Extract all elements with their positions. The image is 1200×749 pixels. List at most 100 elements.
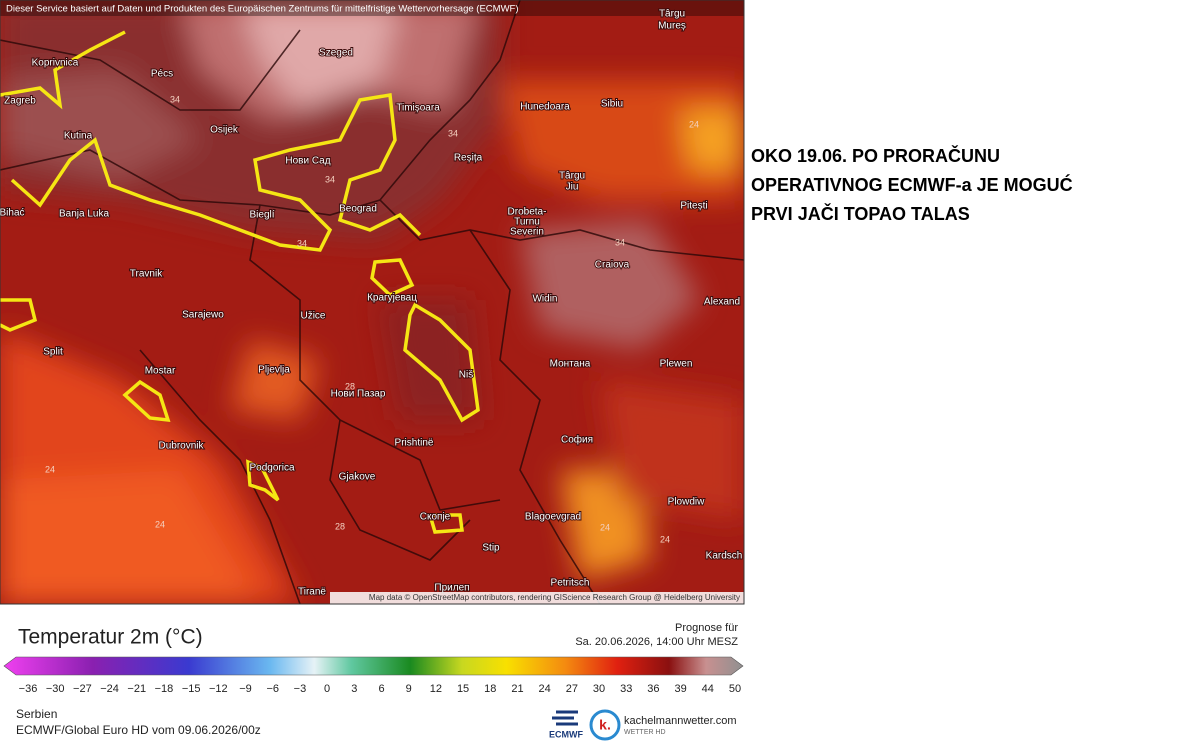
color-bar <box>3 656 744 676</box>
color-bar-tick: 15 <box>457 683 469 695</box>
contour-label: 24 <box>600 522 610 532</box>
city-label: Монтана <box>550 359 591 370</box>
city-label: Jiu <box>566 182 579 193</box>
city-label: Hunedoara <box>520 102 570 113</box>
city-label: Widin <box>532 294 557 305</box>
source-note: Dieser Service basiert auf Daten und Pro… <box>6 4 519 15</box>
color-bar-tick: 9 <box>406 683 412 695</box>
city-label: Нови Пазар <box>331 389 386 400</box>
map: Dieser Service basiert auf Daten und Pro… <box>0 0 744 604</box>
color-bar-tick: 27 <box>566 683 578 695</box>
color-bar-tick: −30 <box>46 683 65 695</box>
city-label: Timișoara <box>396 103 440 114</box>
city-label: Dubrovnik <box>158 441 204 452</box>
city-label: Скопје <box>420 512 451 523</box>
forecast-label: Prognose für <box>675 622 738 634</box>
site-logo <box>589 709 621 741</box>
contour-label: 24 <box>689 119 699 129</box>
site-sub: WETTER HD <box>624 729 666 736</box>
annotation: OKO 19.06. PO PRORAČUNU OPERATIVNOG ECMWF… <box>751 145 1073 224</box>
city-label: Beograd <box>339 204 377 215</box>
city-label: Pljevlja <box>258 365 290 376</box>
city-label: Alexand <box>704 297 740 308</box>
region: Serbien <box>16 707 57 721</box>
city-labels: TârguMureșSzegedPécsKoprivnicaZagrebTimi… <box>0 8 743 599</box>
ecmwf-logo: ECMWF <box>549 729 583 739</box>
city-label: Koprivnica <box>32 58 79 69</box>
color-bar-tick: 0 <box>324 683 330 695</box>
city-label: Szeged <box>319 48 353 59</box>
annotation-line: OKO 19.06. PO PRORAČUNU <box>751 145 1000 166</box>
city-label: Travnik <box>130 269 163 280</box>
city-label: Blagoevgrad <box>525 512 581 523</box>
city-label: Нови Сад <box>285 156 330 167</box>
city-label: Drobeta- <box>508 207 547 218</box>
contour-label: 24 <box>660 534 670 544</box>
color-bar-tick: −18 <box>155 683 174 695</box>
city-label: Osijek <box>210 125 239 136</box>
city-label: Zagreb <box>4 96 36 107</box>
color-bar-tick: −21 <box>127 683 146 695</box>
site-logo-k: k. <box>599 717 611 733</box>
city-label: Gjakove <box>339 472 376 483</box>
city-label: Plewen <box>660 359 693 370</box>
color-bar-ticks: −36 −30 −27 −24 −21 −18 −15 −12 −9 −6 −3 0 3 6 9 12 15 18… <box>19 683 741 695</box>
city-label: Прилеп <box>434 583 469 594</box>
site-name: kachelmannwetter.com <box>624 715 737 727</box>
city-label: Turnu <box>514 217 540 228</box>
model-run: ECMWF/Global Euro HD vom 09.06.2026/00z <box>16 723 261 737</box>
color-bar-tick: 36 <box>647 683 659 695</box>
color-bar-tick: 50 <box>729 683 741 695</box>
color-bar-tick: −3 <box>294 683 307 695</box>
legend-title: Temperatur 2m (°C) <box>18 626 203 649</box>
city-label: Kutina <box>64 131 93 142</box>
city-label: Крагујевац <box>367 293 417 304</box>
city-label: Stip <box>482 543 500 554</box>
color-bar-tick: 6 <box>378 683 384 695</box>
color-bar-tick: −36 <box>19 683 38 695</box>
contour-label: 28 <box>335 521 345 531</box>
city-label: Târgu <box>559 171 585 182</box>
city-label: Split <box>43 347 63 358</box>
color-bar-tick: 3 <box>351 683 357 695</box>
city-label: Pitești <box>680 201 707 212</box>
annotation-line: OPERATIVNOG ECMWF-a JE MOGUĆ <box>751 174 1073 195</box>
city-label: София <box>561 434 593 446</box>
annotation-line: PRVI JAČI TOPAO TALAS <box>751 203 970 224</box>
color-bar-tick: 21 <box>511 683 523 695</box>
color-bar-tick: −6 <box>266 683 279 695</box>
color-bar-tick: 44 <box>702 683 714 695</box>
city-label: Kardsch <box>706 551 743 562</box>
city-label: Niš <box>459 370 473 381</box>
color-bar-tick: 39 <box>674 683 686 695</box>
contour-labels: 34 34 34 34 34 24 24 24 28 28 24 24 <box>45 94 699 544</box>
city-label: Sarajewo <box>182 310 224 321</box>
city-label: Târgu <box>659 9 685 20</box>
contour-label: 34 <box>170 94 180 104</box>
contour-label: 24 <box>155 519 165 529</box>
contour-label: 34 <box>448 128 458 138</box>
color-bar-tick: 33 <box>620 683 632 695</box>
city-label: Podgorica <box>249 463 294 474</box>
city-label: Mostar <box>145 366 176 377</box>
city-label: Bihać <box>0 208 25 219</box>
color-bar-tick: −24 <box>100 683 119 695</box>
contour-label: 28 <box>345 381 355 391</box>
city-label: Mureș <box>658 21 686 32</box>
color-bar-tick: −12 <box>209 683 228 695</box>
attribution: Map data © OpenStreetMap contributors, r… <box>369 593 740 602</box>
contour-label: 34 <box>325 174 335 184</box>
city-label: Sibiu <box>601 99 623 110</box>
city-label: Craiova <box>595 260 630 271</box>
contour-label: 34 <box>615 237 625 247</box>
city-label: Petritsch <box>551 578 590 589</box>
ecmwf-icon <box>552 710 578 726</box>
city-label: Tiranë <box>298 587 326 598</box>
city-label: Plowdiw <box>668 497 705 508</box>
forecast-time: Sa. 20.06.2026, 14:00 Uhr MESZ <box>575 636 738 648</box>
city-label: Pécs <box>151 69 173 80</box>
contour-label: 24 <box>45 464 55 474</box>
color-bar-tick: 12 <box>430 683 442 695</box>
color-bar-tick: 18 <box>484 683 496 695</box>
